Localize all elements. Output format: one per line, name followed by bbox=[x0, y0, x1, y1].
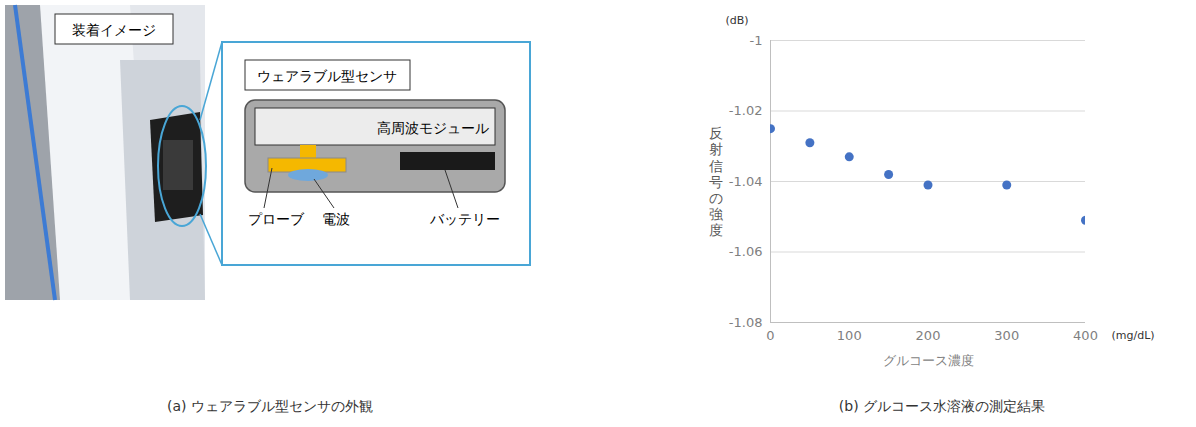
svg-text:-1.06: -1.06 bbox=[729, 244, 763, 259]
svg-text:ウェアラブル型センサ: ウェアラブル型センサ bbox=[257, 68, 397, 84]
svg-text:400: 400 bbox=[1073, 328, 1098, 343]
svg-text:-1.02: -1.02 bbox=[729, 103, 763, 118]
svg-text:グルコース濃度: グルコース濃度 bbox=[883, 353, 974, 368]
svg-text:反射信号の強度: 反射信号の強度 bbox=[709, 125, 723, 238]
svg-text:0: 0 bbox=[766, 328, 774, 343]
svg-text:プローブ: プローブ bbox=[248, 211, 305, 227]
svg-text:200: 200 bbox=[916, 328, 941, 343]
svg-text:-1.04: -1.04 bbox=[729, 174, 763, 189]
svg-text:100: 100 bbox=[837, 328, 862, 343]
svg-text:300: 300 bbox=[994, 328, 1019, 343]
svg-text:-1: -1 bbox=[750, 33, 763, 48]
svg-text:高周波モジュール: 高周波モジュール bbox=[377, 120, 489, 136]
html-text:(b) グルコース水溶液の測定結果: (b) グルコース水溶液の測定結果 bbox=[838, 398, 1046, 414]
html-text:(a) ウェアラブル型センサの外観: (a) ウェアラブル型センサの外観 bbox=[167, 398, 373, 414]
svg-text:-1.08: -1.08 bbox=[729, 315, 763, 330]
svg-text:電波: 電波 bbox=[322, 211, 350, 227]
svg-text:装着イメージ: 装着イメージ bbox=[72, 22, 156, 38]
svg-text:バッテリー: バッテリー bbox=[429, 211, 500, 227]
svg-text:(mg/dL): (mg/dL) bbox=[1112, 329, 1155, 342]
svg-text:(dB): (dB) bbox=[726, 14, 749, 27]
